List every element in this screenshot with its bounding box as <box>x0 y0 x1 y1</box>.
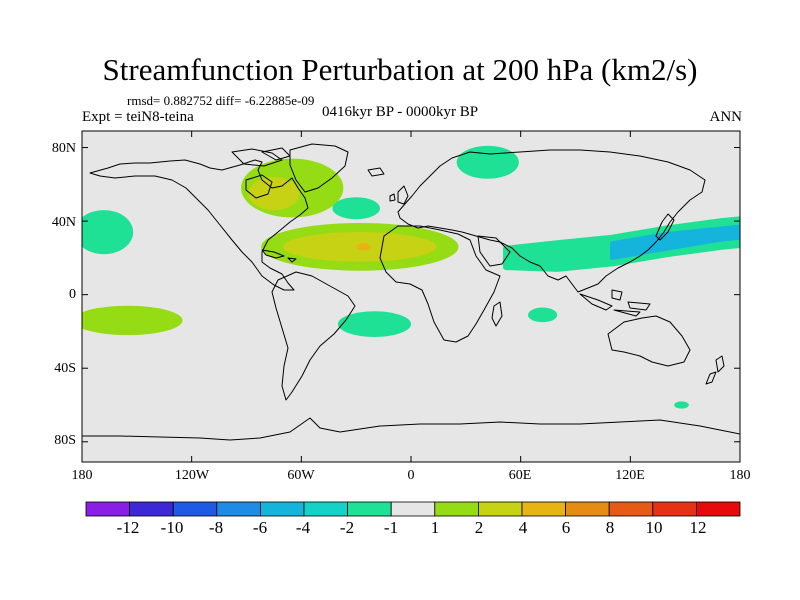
coast-british-isles <box>389 185 409 205</box>
coast-greenland <box>289 143 349 193</box>
coast-japan <box>655 213 675 241</box>
experiment-label: Expt = teiN8-teina <box>82 109 194 125</box>
lon-label-180w: 180 <box>71 468 93 483</box>
negative-anomaly <box>332 197 380 220</box>
colorbar-label: 12 <box>689 518 707 537</box>
lat-label-eq: 0 <box>69 287 76 302</box>
coast-antarctica <box>82 417 740 441</box>
colorbar-label: -2 <box>339 518 355 537</box>
colorbar-box <box>259 501 305 517</box>
colorbar-label: -10 <box>160 518 184 537</box>
negative-anomaly <box>610 224 740 260</box>
coast-hudson-bay <box>245 174 273 199</box>
colorbar-box <box>216 501 261 517</box>
coast-north-america <box>89 159 309 291</box>
colorbar-label: 1 <box>430 518 440 537</box>
coast-madagascar <box>491 301 503 327</box>
coast-caribbean <box>261 249 297 263</box>
colorbar-box <box>521 501 566 517</box>
lon-label-60w: 60W <box>287 468 315 483</box>
colorbar-box <box>303 501 348 517</box>
lon-label-120w: 120W <box>174 468 210 483</box>
lon-label-120e: 120E <box>615 468 645 483</box>
colorbar-box <box>129 501 174 517</box>
lat-label-40s: 40S <box>54 361 76 376</box>
colorbar-box <box>390 501 436 517</box>
positive-anomaly <box>82 305 183 336</box>
colorbar-box <box>477 501 523 517</box>
period-label: 0416kyr BP - 0000kyr BP <box>322 104 479 120</box>
coast-arabia <box>477 235 511 267</box>
colorbar-box <box>434 501 479 517</box>
plot-title: Streamfunction Perturbation at 200 hPa (… <box>102 52 698 87</box>
colorbar-label: -12 <box>116 518 140 537</box>
negative-anomaly <box>456 145 519 179</box>
map-background <box>82 131 740 462</box>
negative-anomaly <box>674 401 689 409</box>
colorbar-label: 10 <box>645 518 663 537</box>
positive-anomaly <box>356 243 371 251</box>
colorbar-box <box>652 501 697 517</box>
lon-label-180e: 180 <box>729 468 751 483</box>
colorbar-boxes <box>85 501 741 517</box>
lat-label-40n: 40N <box>51 215 76 230</box>
colorbar-box <box>85 501 130 517</box>
colorbar-label: -4 <box>295 518 311 537</box>
coast-south-america <box>271 271 356 401</box>
coast-new-zealand <box>705 355 725 385</box>
colorbar-label: -8 <box>208 518 224 537</box>
negative-anomaly <box>337 311 412 337</box>
coast-indonesia <box>579 289 651 317</box>
lat-label-80n: 80N <box>51 141 76 156</box>
colorbar-label: 8 <box>605 518 615 537</box>
rmsd-diff-stats: rmsd= 0.882752 diff= -6.22885e-09 <box>127 93 315 108</box>
anomaly-contours <box>82 145 740 409</box>
coast-australia <box>607 315 691 367</box>
lon-label-0: 0 <box>407 468 415 483</box>
colorbar-box <box>696 501 741 517</box>
lat-label-80s: 80S <box>54 433 76 448</box>
positive-anomaly <box>248 176 300 211</box>
colorbar-label: -1 <box>383 518 399 537</box>
negative-anomaly <box>527 307 558 323</box>
coastlines <box>82 143 740 441</box>
colorbar-label: -6 <box>252 518 268 537</box>
colorbar-box <box>565 501 610 517</box>
lon-label-60e: 60E <box>508 468 532 483</box>
negative-anomaly <box>82 210 134 255</box>
season-label: ANN <box>709 109 743 125</box>
coast-africa <box>379 225 501 343</box>
colorbar-box <box>608 501 654 517</box>
colorbar-label: 6 <box>561 518 571 537</box>
colorbar-label: 4 <box>518 518 528 537</box>
colorbar-label: 2 <box>474 518 484 537</box>
axis-ticks <box>81 131 741 462</box>
colorbar-box <box>172 501 218 517</box>
coast-arctic-islands <box>231 147 291 167</box>
colorbar-box <box>347 501 392 517</box>
coast-iceland <box>367 167 385 177</box>
